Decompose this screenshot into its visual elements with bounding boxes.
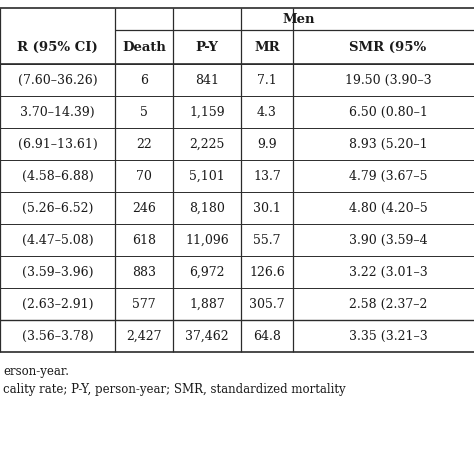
Text: 883: 883 bbox=[132, 265, 156, 279]
Text: 11,096: 11,096 bbox=[185, 234, 229, 246]
Text: (4.47–5.08): (4.47–5.08) bbox=[22, 234, 93, 246]
Text: 3.22 (3.01–3: 3.22 (3.01–3 bbox=[348, 265, 428, 279]
Text: 6.50 (0.80–1: 6.50 (0.80–1 bbox=[348, 106, 428, 118]
Text: 246: 246 bbox=[132, 201, 156, 215]
Text: 55.7: 55.7 bbox=[253, 234, 281, 246]
Text: 5: 5 bbox=[140, 106, 148, 118]
Text: 7.1: 7.1 bbox=[257, 73, 277, 86]
Text: 4.79 (3.67–5: 4.79 (3.67–5 bbox=[349, 170, 427, 182]
Text: (2.63–2.91): (2.63–2.91) bbox=[22, 298, 93, 310]
Text: 13.7: 13.7 bbox=[253, 170, 281, 182]
Text: 1,887: 1,887 bbox=[189, 298, 225, 310]
Text: 19.50 (3.90–3: 19.50 (3.90–3 bbox=[345, 73, 431, 86]
Text: 577: 577 bbox=[132, 298, 156, 310]
Text: (5.26–6.52): (5.26–6.52) bbox=[22, 201, 93, 215]
Text: 3.90 (3.59–4: 3.90 (3.59–4 bbox=[349, 234, 428, 246]
Text: 126.6: 126.6 bbox=[249, 265, 285, 279]
Text: 8,180: 8,180 bbox=[189, 201, 225, 215]
Text: 70: 70 bbox=[136, 170, 152, 182]
Text: 618: 618 bbox=[132, 234, 156, 246]
Text: (6.91–13.61): (6.91–13.61) bbox=[18, 137, 97, 151]
Text: (3.59–3.96): (3.59–3.96) bbox=[22, 265, 93, 279]
Text: P-Y: P-Y bbox=[195, 40, 219, 54]
Text: 37,462: 37,462 bbox=[185, 329, 229, 343]
Text: 305.7: 305.7 bbox=[249, 298, 285, 310]
Text: erson-year.: erson-year. bbox=[3, 365, 69, 377]
Text: 22: 22 bbox=[136, 137, 152, 151]
Text: 5,101: 5,101 bbox=[189, 170, 225, 182]
Text: 841: 841 bbox=[195, 73, 219, 86]
Text: 4.80 (4.20–5: 4.80 (4.20–5 bbox=[348, 201, 428, 215]
Text: Death: Death bbox=[122, 40, 166, 54]
Text: SMR (95%: SMR (95% bbox=[349, 40, 427, 54]
Text: 2,225: 2,225 bbox=[189, 137, 225, 151]
Text: 6,972: 6,972 bbox=[189, 265, 225, 279]
Text: 4.3: 4.3 bbox=[257, 106, 277, 118]
Text: 3.35 (3.21–3: 3.35 (3.21–3 bbox=[348, 329, 428, 343]
Text: MR: MR bbox=[254, 40, 280, 54]
Text: 9.9: 9.9 bbox=[257, 137, 277, 151]
Text: cality rate; P-Y, person-year; SMR, standardized mortality: cality rate; P-Y, person-year; SMR, stan… bbox=[3, 383, 346, 395]
Text: 2,427: 2,427 bbox=[126, 329, 162, 343]
Text: 1,159: 1,159 bbox=[189, 106, 225, 118]
Text: 2.58 (2.37–2: 2.58 (2.37–2 bbox=[349, 298, 427, 310]
Text: 64.8: 64.8 bbox=[253, 329, 281, 343]
Text: 30.1: 30.1 bbox=[253, 201, 281, 215]
Text: 3.70–14.39): 3.70–14.39) bbox=[20, 106, 95, 118]
Text: (4.58–6.88): (4.58–6.88) bbox=[22, 170, 93, 182]
Text: 8.93 (5.20–1: 8.93 (5.20–1 bbox=[349, 137, 428, 151]
Text: (7.60–36.26): (7.60–36.26) bbox=[18, 73, 97, 86]
Text: Men: Men bbox=[283, 12, 315, 26]
Text: 6: 6 bbox=[140, 73, 148, 86]
Text: R (95% CI): R (95% CI) bbox=[17, 40, 98, 54]
Text: (3.56–3.78): (3.56–3.78) bbox=[22, 329, 93, 343]
